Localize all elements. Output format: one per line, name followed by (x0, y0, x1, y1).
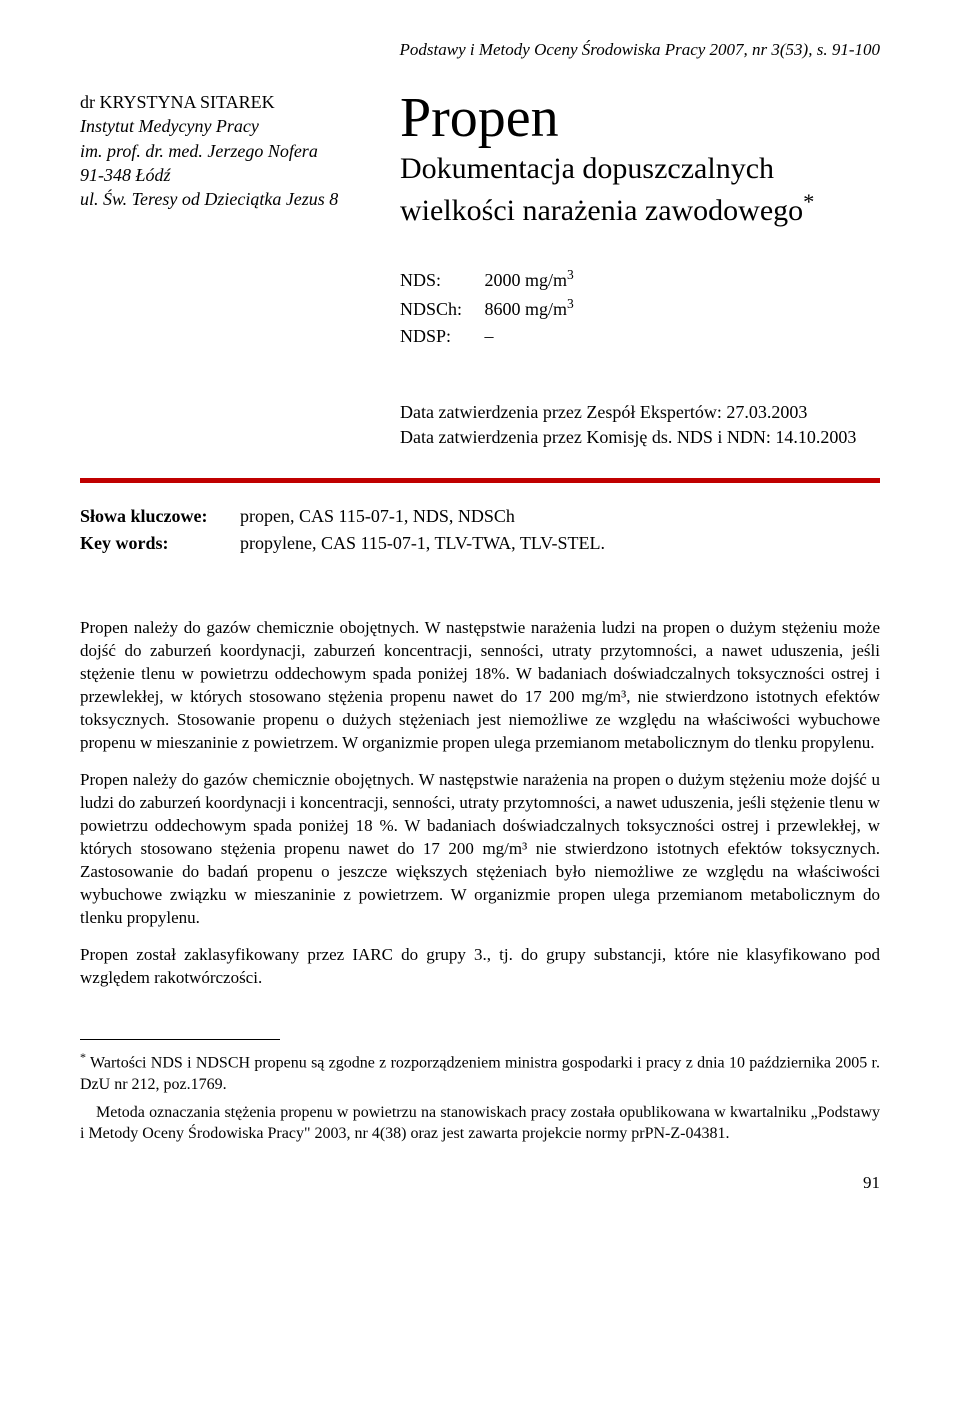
subtitle-line-1: Dokumentacja dopuszczalnych (400, 152, 774, 185)
keywords-en-value: propylene, CAS 115-07-1, TLV-TWA, TLV-ST… (240, 530, 605, 557)
journal-reference: Podstawy i Metody Oceny Środowiska Pracy… (80, 40, 880, 60)
ndsch-label: NDSCh: (400, 296, 480, 323)
author-institution-2: im. prof. dr. med. Jerzego Nofera (80, 139, 360, 163)
nds-row: NDS: 2000 mg/m3 (400, 265, 880, 294)
author-address-2: ul. Św. Teresy od Dzieciątka Jezus 8 (80, 187, 360, 211)
body-text: Propen należy do gazów chemicznie obojęt… (80, 617, 880, 989)
nds-value: 2000 mg/m (485, 270, 568, 290)
footnote-2: Metoda oznaczania stężenia propenu w pow… (80, 1103, 880, 1145)
date-commission: Data zatwierdzenia przez Komisję ds. NDS… (400, 425, 880, 450)
keywords-en-label: Key words: (80, 530, 240, 557)
footnote-separator (80, 1039, 280, 1040)
nds-label: NDS: (400, 267, 480, 294)
page-number: 91 (80, 1173, 880, 1193)
author-block: dr KRYSTYNA SITAREK Instytut Medycyny Pr… (80, 90, 360, 229)
main-title: Propen (400, 90, 880, 146)
paragraph-2: Propen należy do gazów chemicznie obojęt… (80, 769, 880, 930)
header-block: dr KRYSTYNA SITAREK Instytut Medycyny Pr… (80, 90, 880, 229)
keywords-pl-value: propen, CAS 115-07-1, NDS, NDSCh (240, 503, 515, 530)
ndsch-row: NDSCh: 8600 mg/m3 (400, 294, 880, 323)
footnote-1: * Wartości NDS i NDSCH propenu są zgodne… (80, 1050, 880, 1095)
footnote-marker: * (803, 189, 814, 214)
author-address-1: 91-348 Łódź (80, 163, 360, 187)
keywords-en-row: Key words: propylene, CAS 115-07-1, TLV-… (80, 530, 880, 557)
keywords-pl-row: Słowa kluczowe: propen, CAS 115-07-1, ND… (80, 503, 880, 530)
footnote-1-text: Wartości NDS i NDSCH propenu są zgodne z… (80, 1055, 880, 1093)
ndsp-value: – (485, 326, 494, 346)
author-name: dr KRYSTYNA SITAREK (80, 90, 360, 114)
paragraph-1: Propen należy do gazów chemicznie obojęt… (80, 617, 880, 755)
page: Podstawy i Metody Oceny Środowiska Pracy… (0, 0, 960, 1233)
date-experts: Data zatwierdzenia przez Zespół Ekspertó… (400, 400, 880, 425)
nds-block: NDS: 2000 mg/m3 NDSCh: 8600 mg/m3 NDSP: … (400, 265, 880, 350)
title-block: Propen Dokumentacja dopuszczalnych wielk… (400, 90, 880, 229)
ndsp-row: NDSP: – (400, 323, 880, 350)
ndsp-label: NDSP: (400, 323, 480, 350)
dates-block: Data zatwierdzenia przez Zespół Ekspertó… (400, 400, 880, 450)
subtitle: Dokumentacja dopuszczalnych wielkości na… (400, 150, 880, 229)
subtitle-line-2: wielkości narażenia zawodowego (400, 194, 803, 227)
author-institution-1: Instytut Medycyny Pracy (80, 114, 360, 138)
keywords-block: Słowa kluczowe: propen, CAS 115-07-1, ND… (80, 503, 880, 557)
keywords-pl-label: Słowa kluczowe: (80, 503, 240, 530)
red-separator-bar (80, 478, 880, 483)
ndsch-value: 8600 mg/m (485, 299, 568, 319)
footnotes: * Wartości NDS i NDSCH propenu są zgodne… (80, 1050, 880, 1145)
paragraph-3: Propen został zaklasyfikowany przez IARC… (80, 944, 880, 990)
footnote-1-marker: * (80, 1050, 86, 1064)
